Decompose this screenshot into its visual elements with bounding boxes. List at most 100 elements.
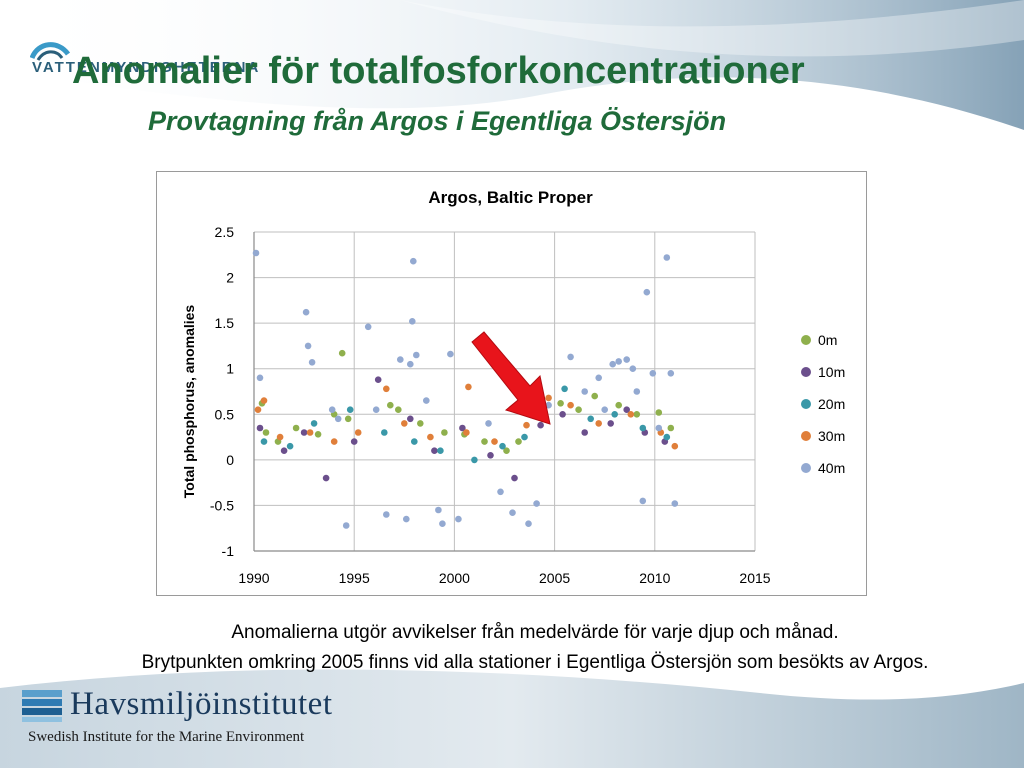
data-point-40m: [439, 520, 446, 527]
data-point-10m: [581, 429, 588, 436]
data-point-10m: [407, 415, 414, 423]
y-tick-label: 2.5: [215, 224, 235, 240]
data-point-20m: [499, 442, 506, 450]
data-point-40m: [413, 351, 420, 359]
data-point-40m: [302, 308, 310, 316]
legend-label-10m: 10m: [818, 364, 845, 380]
chart-title: Argos, Baltic Proper: [428, 188, 593, 207]
data-point-30m: [354, 429, 362, 436]
data-point-10m: [487, 452, 494, 459]
legend-marker-40m: [801, 463, 811, 473]
data-point-10m: [459, 424, 466, 432]
data-point-40m: [639, 497, 647, 505]
data-point-0m: [575, 406, 582, 413]
legend-label-40m: 40m: [818, 460, 845, 476]
data-point-40m: [667, 370, 675, 377]
data-point-40m: [447, 350, 454, 358]
data-point-40m: [485, 420, 492, 427]
slide-title: Anomalier för totalfosforkoncentrationer: [72, 50, 805, 92]
data-point-0m: [591, 392, 598, 400]
data-point-40m: [567, 353, 574, 361]
data-point-30m: [545, 394, 552, 402]
y-tick-label: 0: [226, 452, 234, 468]
data-point-40m: [256, 374, 264, 382]
data-point-20m: [663, 433, 671, 441]
data-point-40m: [497, 488, 504, 496]
y-tick-label: 1.5: [215, 315, 235, 331]
data-point-30m: [463, 429, 470, 436]
caption-line-2: Brytpunkten omkring 2005 finns vid alla …: [141, 652, 929, 673]
data-point-40m: [649, 370, 657, 377]
legend-marker-0m: [801, 335, 811, 345]
x-tick-label: 2005: [539, 570, 570, 586]
data-point-10m: [322, 474, 330, 482]
slide-subtitle: Provtagning från Argos i Egentliga Öster…: [148, 106, 727, 136]
data-point-40m: [342, 522, 350, 529]
data-point-40m: [410, 257, 417, 265]
caption: Anomalierna utgör avvikelser från medelv…: [120, 618, 950, 678]
data-point-30m: [254, 406, 262, 413]
y-tick-label: 2: [226, 270, 234, 286]
data-point-30m: [383, 385, 390, 393]
data-point-30m: [595, 420, 602, 427]
data-point-20m: [346, 406, 354, 413]
data-point-10m: [537, 421, 544, 429]
data-point-40m: [407, 360, 414, 368]
logo-subtitle: Swedish Institute for the Marine Environ…: [28, 729, 305, 745]
data-point-40m: [403, 515, 410, 523]
data-point-40m: [334, 415, 342, 423]
x-tick-label: 2015: [739, 570, 770, 586]
data-point-30m: [671, 442, 679, 450]
data-point-40m: [533, 500, 540, 507]
data-point-40m: [601, 406, 608, 413]
y-tick-label: -1: [222, 543, 235, 559]
data-point-20m: [411, 438, 418, 445]
data-point-10m: [374, 376, 382, 383]
data-point-40m: [423, 397, 430, 404]
data-point-0m: [655, 409, 663, 416]
red-arrow-annotation: [471, 331, 551, 425]
data-point-30m: [427, 433, 434, 441]
data-point-40m: [623, 356, 630, 363]
data-point-30m: [627, 411, 635, 418]
data-point-20m: [310, 420, 318, 427]
data-point-10m: [431, 447, 438, 455]
logo-top-text: VATTENMYNDIGHETERNA: [32, 59, 261, 76]
data-point-40m: [509, 509, 516, 516]
y-axis-label: Total phosphorus, anomalies: [181, 305, 197, 499]
data-point-40m: [609, 360, 616, 368]
data-point-0m: [515, 438, 522, 445]
y-tick-label: 0.5: [215, 406, 235, 422]
data-point-40m: [328, 406, 336, 413]
wave-logo-icon: [30, 42, 70, 61]
data-point-20m: [381, 429, 388, 436]
data-point-40m: [595, 374, 602, 382]
data-point-0m: [344, 415, 352, 423]
legend-marker-10m: [801, 367, 811, 377]
vattenmyndigheterna-logo: VATTENMYNDIGHETERNA: [30, 40, 290, 92]
data-point-40m: [383, 511, 390, 518]
data-point-40m: [304, 342, 312, 350]
waves-logo-icon: [22, 690, 62, 722]
data-point-40m: [671, 500, 679, 507]
data-point-10m: [559, 411, 566, 418]
data-point-30m: [567, 401, 574, 409]
footer-wave-decoration: [0, 669, 1024, 768]
data-point-0m: [292, 424, 300, 432]
data-point-0m: [557, 400, 564, 407]
x-tick-label: 1990: [238, 570, 269, 586]
data-point-0m: [481, 438, 488, 445]
data-point-10m: [350, 438, 358, 445]
data-point-0m: [615, 401, 622, 409]
data-point-0m: [395, 406, 402, 413]
data-point-10m: [623, 406, 630, 413]
data-point-30m: [260, 397, 268, 404]
legend-label-20m: 20m: [818, 396, 845, 412]
data-point-30m: [465, 383, 472, 391]
data-point-10m: [256, 424, 264, 432]
data-point-20m: [260, 438, 268, 445]
legend-marker-20m: [801, 399, 811, 409]
data-point-0m: [503, 447, 510, 455]
data-point-10m: [511, 474, 518, 482]
scatter-chart: Argos, Baltic Proper2.521.510.50-0.5-119…: [181, 188, 845, 586]
